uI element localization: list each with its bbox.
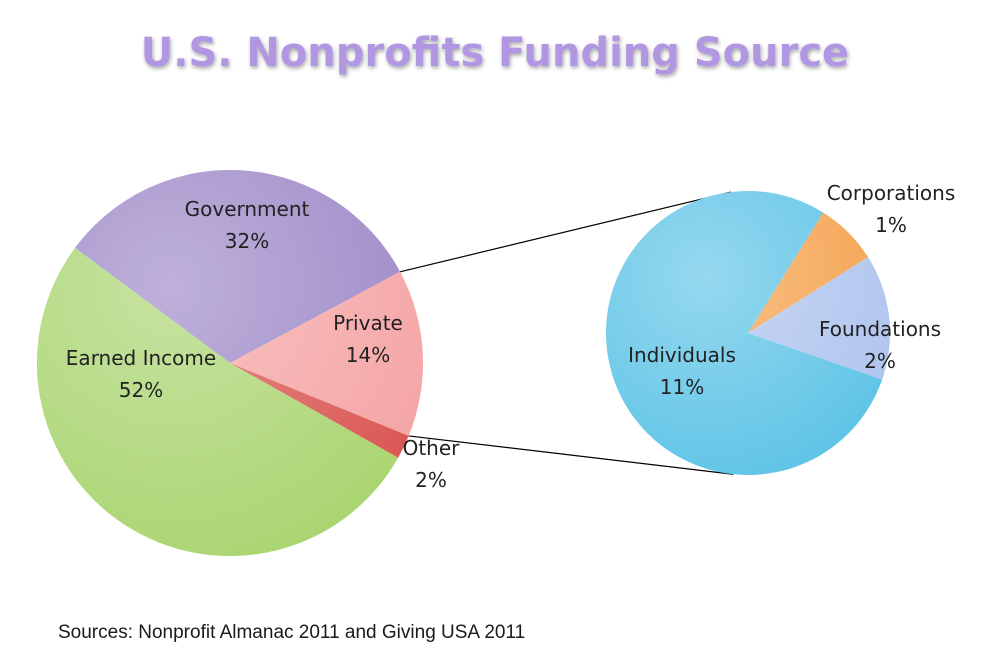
slice-label-value: 52%: [119, 378, 163, 402]
slice-labels: Government 32% Private 14% Other 2% Earned Inc…: [66, 181, 955, 492]
slice-label-foundations: Foundations 2%: [819, 317, 941, 373]
slice-label-name: Earned Income: [66, 346, 216, 370]
slice-label-corporations: Corporations 1%: [827, 181, 956, 237]
slice-label-value: 32%: [225, 229, 269, 253]
slice-label-government: Government 32%: [185, 197, 310, 253]
slice-label-value: 2%: [415, 468, 447, 492]
slice-label-private: Private 14%: [333, 311, 403, 367]
slice-label-value: 2%: [864, 349, 896, 373]
slice-label-value: 11%: [660, 375, 704, 399]
slice-label-value: 14%: [346, 343, 390, 367]
slice-label-earned-income: Earned Income 52%: [66, 346, 216, 402]
source-note: Sources: Nonprofit Almanac 2011 and Givi…: [58, 622, 526, 643]
slice-label-name: Corporations: [827, 181, 956, 205]
slice-label-other: Other 2%: [403, 436, 461, 492]
slice-label-name: Individuals: [628, 343, 736, 367]
slice-label-name: Government: [185, 197, 310, 221]
slice-label-name: Foundations: [819, 317, 941, 341]
slice-label-name: Other: [403, 436, 461, 460]
chart-title: U.S. Nonprofits Funding Source: [141, 30, 849, 76]
slice-label-individuals: Individuals 11%: [628, 343, 736, 399]
slice-label-value: 1%: [875, 213, 907, 237]
slice-label-name: Private: [333, 311, 403, 335]
